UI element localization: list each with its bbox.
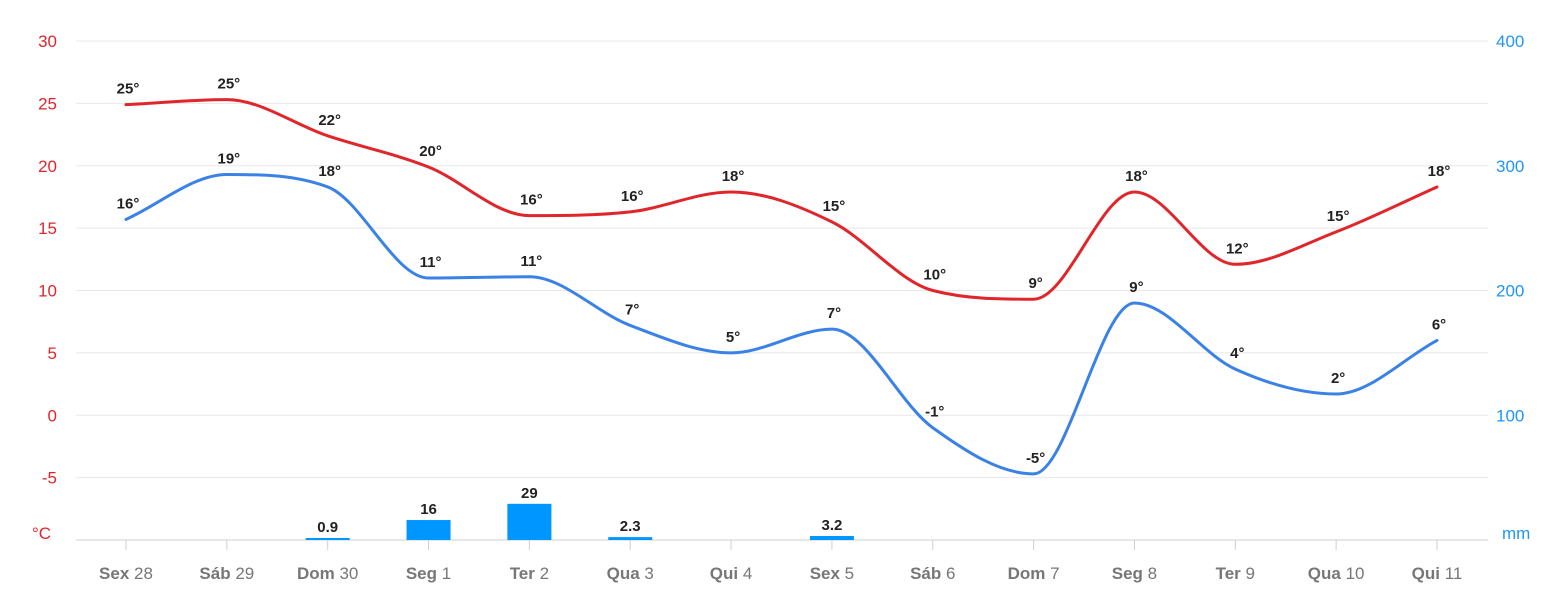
x-axis-tick-label: Ter 9 [1216, 564, 1255, 583]
left-axis-tick-label: 5 [48, 344, 57, 363]
left-axis-unit: °C [32, 524, 51, 543]
min-temperature-label: 7° [625, 301, 639, 318]
x-axis-days: Sex 28 Sáb 29 Dom 30 Seg 1 Ter 2 Qua 3 Qui 4 Se… [99, 540, 1462, 583]
min-temperature-label: 6° [1432, 316, 1446, 333]
x-axis-tick-label: Sex 5 [810, 564, 854, 583]
right-axis-unit: mm [1502, 524, 1530, 543]
x-axis-tick-label: Ter 2 [510, 564, 549, 583]
min-temperature-label: 11° [520, 253, 542, 270]
max-temperature-label: 20° [419, 143, 442, 160]
left-axis-tick-label: 0 [48, 406, 57, 425]
min-temperature-label: 4° [1230, 345, 1244, 362]
min-temperature-label: -5° [1026, 450, 1045, 467]
min-temperature-label: -1° [925, 404, 944, 421]
x-axis-tick-label: Seg 1 [406, 564, 451, 583]
x-axis-tick-label: Sex 28 [99, 564, 153, 583]
x-axis-tick-label: Qui 11 [1412, 564, 1463, 583]
right-axis-precipitation: mm 400 300 200 100 [1496, 32, 1530, 543]
left-axis-tick-label: 10 [38, 282, 57, 301]
x-axis-tick-label: Seg 8 [1112, 564, 1157, 583]
max-temperature-label: 18° [722, 168, 745, 185]
min-temperature-line [124, 172, 1439, 476]
min-temperature-label: 16° [117, 195, 140, 212]
grid-lines [76, 40, 1488, 541]
data-labels: 0.9 16 29 2.3 3.2 25° 25° 22° 20° 16° 16° 18° 15° 10°… [117, 76, 1451, 536]
x-axis-tick-label: Sáb 29 [199, 564, 254, 583]
max-temperature-label: 15° [1327, 208, 1350, 225]
precipitation-label: 0.9 [317, 519, 338, 536]
precipitation-label: 29 [521, 485, 538, 502]
max-temperature-label: 9° [1028, 275, 1042, 292]
max-temperature-label: 10° [923, 267, 946, 284]
precipitation-bar [608, 537, 653, 540]
precipitation-label: 2.3 [620, 518, 641, 535]
left-axis-tick-label: 25 [38, 94, 57, 113]
precipitation-bar [809, 536, 854, 540]
max-temperature-label: 25° [218, 76, 241, 93]
right-axis-tick-label: 200 [1496, 282, 1524, 301]
max-temperature-label: 18° [1428, 163, 1451, 180]
max-temperature-label: 16° [621, 188, 644, 205]
min-temperature-label: 5° [726, 329, 740, 346]
x-axis-tick-label: Qua 10 [1308, 564, 1365, 583]
min-temperature-label: 11° [420, 254, 442, 271]
max-temperature-label: 25° [117, 81, 140, 98]
x-axis-tick-label: Qua 3 [607, 564, 654, 583]
right-axis-tick-label: 100 [1496, 406, 1524, 425]
left-axis-temperature: °C 30 25 20 15 10 5 0 -5 [32, 32, 57, 543]
min-temperature-label: 19° [218, 150, 241, 167]
min-temperature-label: 18° [318, 163, 341, 180]
x-axis-tick-label: Dom 30 [297, 564, 358, 583]
precipitation-label: 3.2 [821, 517, 842, 534]
max-temperature-label: 16° [520, 192, 543, 209]
left-axis-tick-label: 30 [38, 32, 57, 51]
right-axis-tick-label: 300 [1496, 157, 1524, 176]
left-axis-tick-label: -5 [42, 469, 57, 488]
precipitation-bar [507, 503, 552, 540]
max-temperature-label: 22° [318, 112, 341, 129]
temperature-lines [124, 98, 1439, 476]
left-axis-tick-label: 15 [38, 219, 57, 238]
x-axis-tick-label: Sáb 6 [910, 564, 955, 583]
min-temperature-label: 7° [827, 305, 841, 322]
x-axis-tick-label: Qui 4 [710, 564, 753, 583]
right-axis-tick-label: 400 [1496, 32, 1524, 51]
min-temperature-label: 9° [1129, 279, 1143, 296]
precipitation-bar [305, 538, 350, 540]
precipitation-bar [406, 520, 451, 540]
max-temperature-line [124, 98, 1439, 301]
max-temperature-label: 18° [1125, 168, 1148, 185]
x-axis-tick-label: Dom 7 [1008, 564, 1060, 583]
precipitation-label: 16 [420, 501, 437, 518]
max-temperature-label: 15° [823, 198, 846, 215]
max-temperature-label: 12° [1226, 240, 1249, 257]
left-axis-tick-label: 20 [38, 157, 57, 176]
precipitation-bars [305, 503, 854, 540]
min-temperature-label: 2° [1331, 370, 1345, 387]
